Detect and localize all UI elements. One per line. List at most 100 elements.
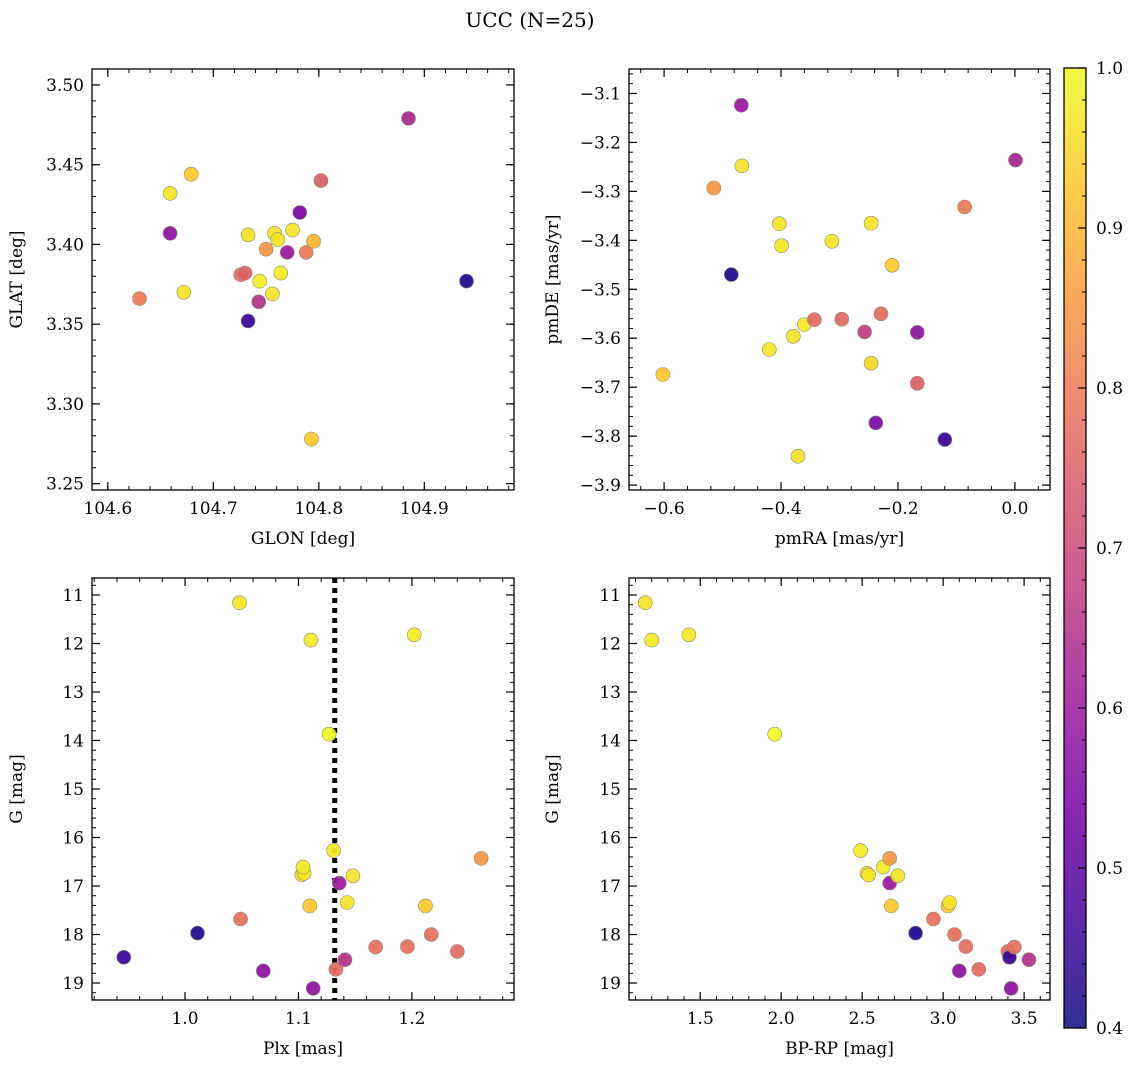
y-tick-label: −3.4	[580, 231, 621, 251]
data-point	[908, 925, 923, 941]
data-point	[767, 726, 783, 742]
y-tick-label: −3.7	[580, 378, 621, 398]
x-tick-label: −0.2	[877, 499, 918, 519]
data-point	[771, 216, 787, 231]
data-point	[423, 927, 439, 942]
data-point	[785, 328, 801, 344]
y-tick-label: 3.30	[46, 395, 84, 415]
data-point	[321, 726, 337, 742]
x-tick-label: 1.2	[398, 1009, 425, 1029]
axes-frame	[628, 68, 1051, 491]
data-point	[807, 312, 822, 327]
data-point	[883, 898, 899, 914]
data-point	[401, 111, 416, 126]
data-point	[857, 324, 872, 340]
y-tick-label: −3.6	[580, 329, 621, 349]
x-tick-label: −0.6	[643, 499, 684, 519]
data-point	[302, 898, 318, 914]
data-point	[303, 632, 319, 648]
x-tick-label: 104.8	[294, 499, 343, 519]
y-tick-label: 15	[599, 780, 621, 800]
data-point	[774, 238, 789, 253]
data-point	[273, 265, 289, 281]
data-point	[270, 232, 286, 247]
data-point	[258, 241, 274, 257]
colorbar-tick-label: 1.0	[1096, 59, 1123, 79]
data-point	[190, 925, 205, 941]
data-point	[240, 313, 256, 329]
colorbar: 0.4 0.5 0.6 0.7 0.8 0.9 1.0	[1063, 59, 1123, 1039]
y-tick-label: 3.35	[46, 315, 84, 335]
colorbar-tick-label: 0.5	[1096, 859, 1123, 879]
data-point	[834, 311, 850, 327]
data-point	[909, 375, 925, 391]
data-point	[339, 895, 355, 910]
y-tick-label: 15	[62, 780, 84, 800]
axes-frame	[91, 577, 515, 1001]
data-point	[951, 963, 967, 979]
data-point	[292, 205, 308, 220]
data-point	[863, 215, 879, 231]
x-tick-label: 104.6	[83, 499, 132, 519]
data-point	[255, 963, 271, 979]
data-point	[863, 355, 879, 371]
y-tick-label: 14	[62, 731, 84, 751]
data-point	[295, 859, 311, 875]
y-tick-label: −3.3	[580, 182, 621, 202]
data-point	[473, 851, 489, 866]
data-point	[116, 949, 132, 965]
data-point	[884, 257, 900, 273]
y-axis-label: pmDE [mas/yr]	[543, 214, 563, 344]
data-point	[132, 291, 147, 306]
data-point	[957, 199, 972, 215]
x-axis-label: GLON [deg]	[251, 529, 355, 549]
y-tick-label: −3.9	[580, 476, 621, 496]
panel-pmra-pmde: −0.6 −0.4 −0.2 0.0 −3.9 −3.8 −3.7 −3.6 −3.5 −3.4 −…	[543, 68, 1051, 549]
data-point	[449, 944, 465, 959]
data-point	[1003, 981, 1019, 996]
data-point	[279, 245, 295, 260]
data-point	[926, 911, 941, 927]
data-point	[313, 173, 329, 188]
data-point	[790, 448, 806, 464]
data-point	[706, 180, 722, 196]
data-point	[304, 431, 319, 447]
y-axis-label: GLAT [deg]	[7, 230, 27, 328]
x-tick-label: −0.4	[760, 499, 801, 519]
data-point	[306, 233, 321, 249]
x-tick-label: 1.0	[171, 1009, 198, 1029]
data-point	[176, 284, 192, 300]
data-point	[681, 627, 697, 643]
x-tick-label: 2.5	[849, 1009, 876, 1029]
colorbar-tick-label: 0.7	[1096, 539, 1123, 559]
data-point	[861, 867, 876, 883]
y-tick-label: 11	[599, 586, 621, 606]
x-tick-label: 1.5	[687, 1009, 714, 1029]
data-point	[237, 265, 253, 281]
y-tick-label: 16	[599, 829, 621, 849]
x-tick-label: 3.5	[1011, 1009, 1038, 1029]
data-point	[418, 898, 433, 914]
y-tick-label: 19	[599, 974, 621, 994]
data-point	[723, 267, 739, 282]
x-axis-label: pmRA [mas/yr]	[775, 529, 904, 549]
data-point	[233, 911, 248, 927]
y-tick-label: 14	[599, 731, 621, 751]
data-point	[251, 294, 267, 310]
data-point	[1008, 152, 1023, 168]
data-point	[345, 868, 361, 884]
y-tick-label: 18	[599, 926, 621, 946]
data-point	[240, 227, 256, 243]
x-tick-label: 3.0	[930, 1009, 957, 1029]
data-point	[305, 981, 321, 996]
colorbar-tick-label: 0.8	[1096, 379, 1123, 399]
y-axis-label: G [mag]	[543, 754, 563, 823]
y-tick-label: 17	[62, 877, 84, 897]
data-point	[406, 627, 422, 643]
x-tick-label: 104.9	[400, 499, 449, 519]
data-point	[1021, 952, 1037, 968]
data-point	[459, 273, 474, 289]
data-point	[942, 895, 957, 910]
data-point	[853, 843, 868, 858]
